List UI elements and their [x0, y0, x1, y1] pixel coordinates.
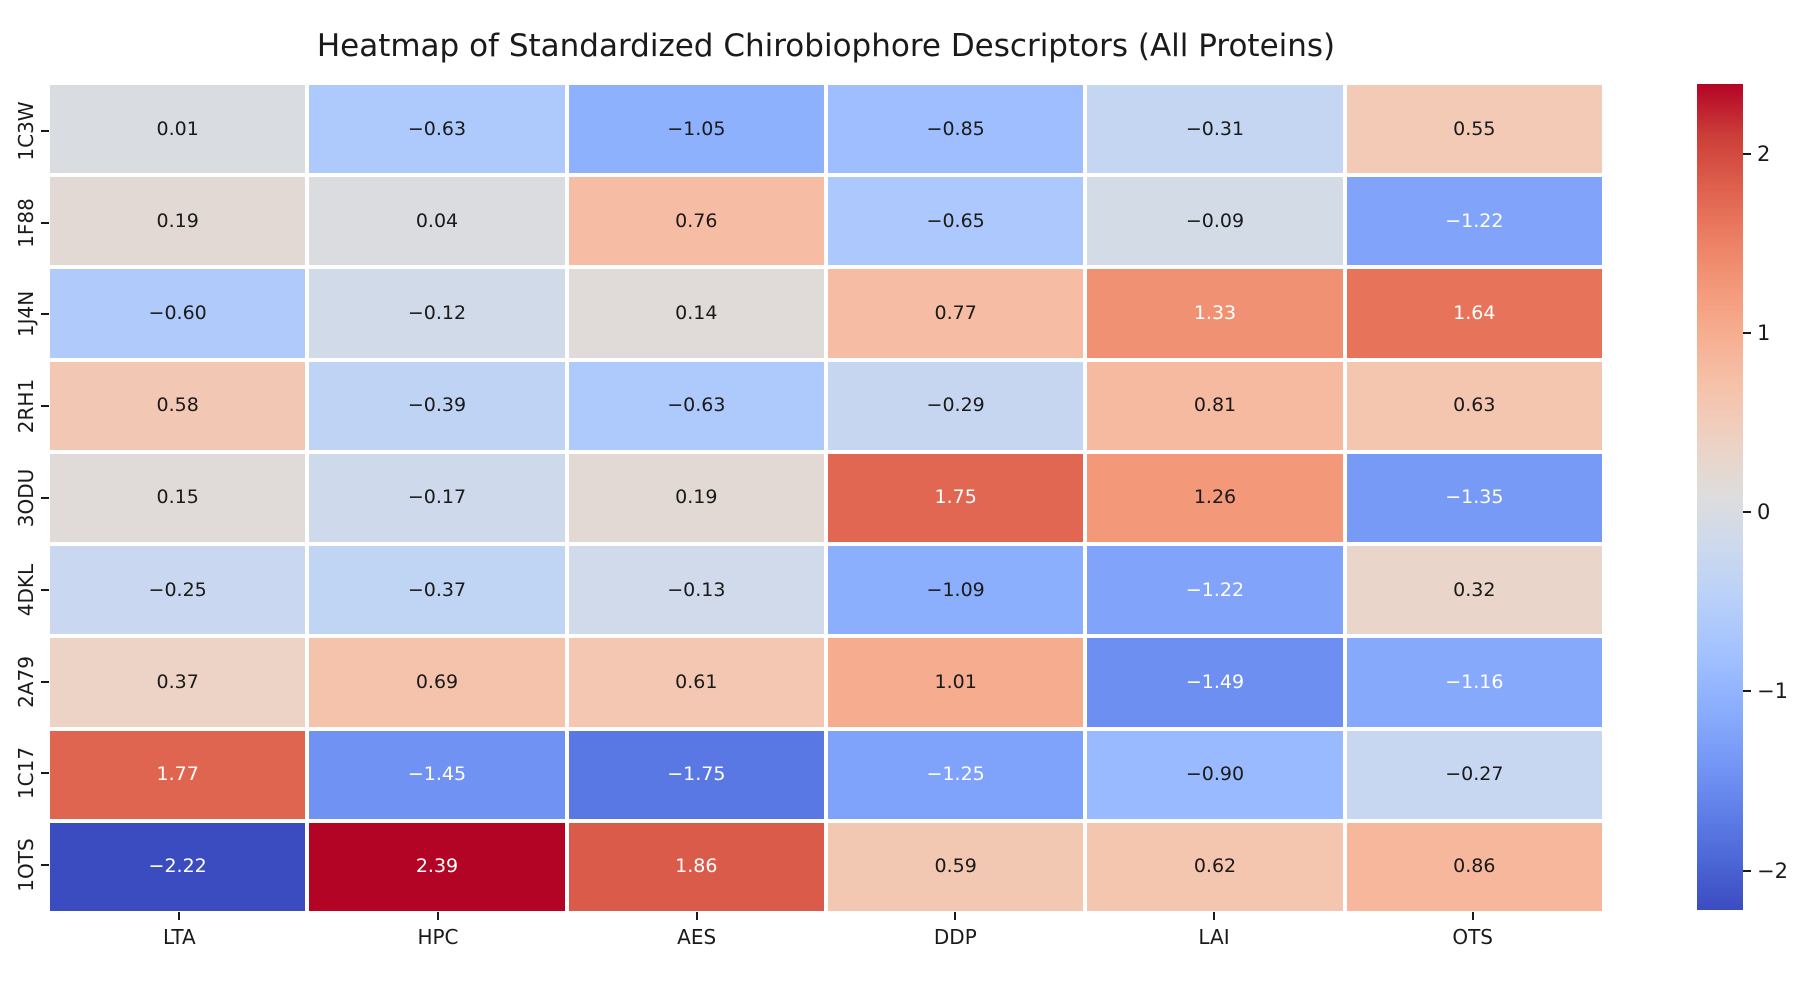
colorbar-tick-label-2: 2 — [1757, 141, 1771, 166]
heatmap-cell-1C3W-LTA: 0.01 — [50, 85, 306, 174]
heatmap-cell-1J4N-DDP: 0.77 — [827, 269, 1084, 358]
heatmap-cell-2RH1-OTS: 0.63 — [1346, 361, 1602, 450]
y-tick-label-3ODU: 3ODU — [14, 468, 38, 528]
y-tick-mark — [41, 313, 49, 316]
heatmap-cell-1OTS-LAI: 0.62 — [1087, 822, 1343, 911]
heatmap-cell-3ODU-LAI: 1.26 — [1087, 453, 1343, 543]
heatmap-cell-4DKL-OTS: 0.32 — [1346, 546, 1602, 635]
heatmap-cell-2RH1-LTA: 0.58 — [50, 361, 306, 450]
heatmap-cell-1J4N-LAI: 1.33 — [1087, 269, 1343, 358]
heatmap-cell-4DKL-DDP: −1.09 — [827, 546, 1084, 635]
y-tick-label-1F88: 1F88 — [14, 197, 38, 248]
heatmap-cell-1C17-LTA: 1.77 — [50, 730, 306, 819]
heatmap-cell-1J4N-LTA: −0.60 — [50, 269, 306, 358]
heatmap-cell-4DKL-AES: −0.13 — [568, 546, 824, 635]
heatmap-cell-1C3W-HPC: −0.63 — [309, 85, 565, 174]
heatmap-cell-2A79-HPC: 0.69 — [309, 638, 565, 727]
heatmap-cell-4DKL-LTA: −0.25 — [50, 546, 306, 635]
colorbar — [1697, 84, 1743, 910]
heatmap-cell-2RH1-AES: −0.63 — [568, 361, 824, 450]
heatmap-cell-2RH1-DDP: −0.29 — [827, 361, 1084, 450]
heatmap-cell-1OTS-HPC: 2.39 — [309, 822, 565, 911]
heatmap-cell-1C3W-OTS: 0.55 — [1346, 85, 1602, 174]
colorbar-tick-mark — [1743, 152, 1751, 155]
y-tick-label-1C17: 1C17 — [14, 747, 38, 800]
chart-title: Heatmap of Standardized Chirobiophore De… — [316, 28, 1336, 64]
x-tick-mark — [1213, 912, 1215, 920]
x-tick-label-AES: AES — [677, 925, 717, 949]
heatmap-cell-1F88-AES: 0.76 — [568, 177, 824, 266]
colorbar-tick-label--2: −2 — [1757, 858, 1788, 883]
heatmap-cell-1C3W-DDP: −0.85 — [827, 85, 1084, 174]
heatmap-cell-1OTS-AES: 1.86 — [568, 822, 824, 911]
heatmap-cell-3ODU-HPC: −0.17 — [309, 453, 565, 543]
x-tick-label-OTS: OTS — [1452, 925, 1493, 949]
y-tick-label-1J4N: 1J4N — [14, 291, 38, 338]
heatmap-cell-2RH1-LAI: 0.81 — [1087, 361, 1343, 450]
heatmap-cell-3ODU-DDP: 1.75 — [827, 453, 1084, 543]
heatmap-cell-2A79-AES: 0.61 — [568, 638, 824, 727]
heatmap-cell-1J4N-HPC: −0.12 — [309, 269, 565, 358]
y-tick-label-2A79: 2A79 — [14, 655, 38, 708]
y-tick-mark — [41, 772, 49, 775]
colorbar-tick-label-1: 1 — [1757, 321, 1771, 346]
heatmap-cell-1C17-LAI: −0.90 — [1087, 730, 1343, 819]
heatmap-cell-1F88-HPC: 0.04 — [309, 177, 565, 266]
x-tick-mark — [437, 912, 439, 920]
heatmap-cell-1C3W-AES: −1.05 — [568, 85, 824, 174]
heatmap-cell-1F88-LAI: −0.09 — [1087, 177, 1343, 266]
x-tick-label-LAI: LAI — [1198, 925, 1230, 949]
heatmap-cell-1OTS-OTS: 0.86 — [1346, 822, 1602, 911]
y-tick-mark — [41, 405, 49, 408]
y-tick-mark — [41, 864, 49, 867]
heatmap-cell-4DKL-LAI: −1.22 — [1087, 546, 1343, 635]
heatmap-grid: 0.01 −0.63 −1.05 −0.85 −0.31 0.55 0.19 0.04 0.76… — [50, 85, 1602, 911]
y-tick-label-4DKL: 4DKL — [14, 563, 38, 616]
heatmap-cell-3ODU-OTS: −1.35 — [1346, 453, 1602, 543]
heatmap-cell-1OTS-LTA: −2.22 — [50, 822, 306, 911]
heatmap-cell-2A79-LAI: −1.49 — [1087, 638, 1343, 727]
heatmap-cell-1OTS-DDP: 0.59 — [827, 822, 1084, 911]
heatmap-cell-4DKL-HPC: −0.37 — [309, 546, 565, 635]
y-tick-mark — [41, 588, 49, 591]
x-tick-mark — [954, 912, 957, 920]
heatmap-cell-2A79-DDP: 1.01 — [827, 638, 1084, 727]
heatmap-cell-1F88-DDP: −0.65 — [827, 177, 1084, 266]
y-tick-label-2RH1: 2RH1 — [14, 379, 38, 434]
colorbar-tick-mark — [1743, 511, 1751, 514]
heatmap-cell-1C3W-LAI: −0.31 — [1087, 85, 1343, 174]
colorbar-tick-label--1: −1 — [1757, 679, 1788, 704]
y-tick-mark — [41, 680, 49, 683]
heatmap-cell-1J4N-OTS: 1.64 — [1346, 269, 1602, 358]
x-tick-mark — [178, 912, 181, 920]
colorbar-tick-mark — [1743, 690, 1751, 693]
x-tick-label-HPC: HPC — [417, 925, 459, 949]
heatmap-cell-1C17-HPC: −1.45 — [309, 730, 565, 819]
y-tick-mark — [41, 221, 49, 224]
x-tick-label-LTA: LTA — [162, 925, 196, 949]
heatmap-cell-2RH1-HPC: −0.39 — [309, 361, 565, 450]
y-tick-mark — [41, 497, 49, 499]
heatmap-cell-1C17-DDP: −1.25 — [827, 730, 1084, 819]
y-tick-label-1OTS: 1OTS — [14, 838, 38, 892]
heatmap-cell-1C17-OTS: −0.27 — [1346, 730, 1602, 819]
y-tick-mark — [41, 129, 49, 132]
heatmap-cell-3ODU-LTA: 0.15 — [50, 453, 306, 543]
heatmap-cell-3ODU-AES: 0.19 — [568, 453, 824, 543]
x-tick-mark — [1471, 912, 1474, 920]
heatmap-cell-2A79-OTS: −1.16 — [1346, 638, 1602, 727]
heatmap-cell-1C17-AES: −1.75 — [568, 730, 824, 819]
heatmap-cell-1F88-LTA: 0.19 — [50, 177, 306, 266]
colorbar-tick-mark — [1743, 332, 1751, 335]
colorbar-tick-mark — [1743, 869, 1751, 872]
x-tick-label-DDP: DDP — [933, 925, 977, 949]
heatmap-cell-1F88-OTS: −1.22 — [1346, 177, 1602, 266]
y-tick-label-1C3W: 1C3W — [14, 101, 38, 161]
heatmap-cell-2A79-LTA: 0.37 — [50, 638, 306, 727]
heatmap-cell-1J4N-AES: 0.14 — [568, 269, 824, 358]
colorbar-tick-label-0: 0 — [1757, 500, 1771, 525]
x-tick-mark — [695, 912, 698, 920]
